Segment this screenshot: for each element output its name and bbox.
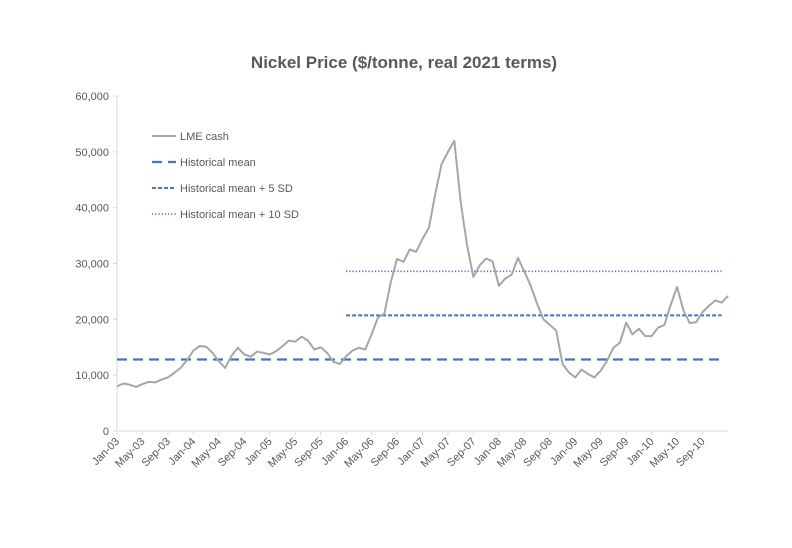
series-line-lme-cash — [116, 139, 729, 388]
x-tick-label: Sep-10 — [674, 436, 708, 470]
x-tick-label: Sep-07 — [445, 436, 479, 470]
legend-label: Historical mean + 10 SD — [180, 209, 299, 221]
y-axis-ticks: 0 10,000 20,000 30,000 40,000 50,000 60,000 — [75, 91, 117, 438]
y-tick-label: 40,000 — [75, 203, 109, 215]
y-tick-label: 0 — [103, 426, 109, 438]
y-tick-label: 50,000 — [75, 147, 109, 159]
reference-lines — [117, 270, 722, 361]
legend: LME cash Historical mean Historical mean +… — [152, 131, 299, 221]
x-axis-ticks: Jan-03May-03Sep-03Jan-04May-04Sep-04Jan-… — [90, 431, 708, 470]
y-tick-label: 20,000 — [75, 314, 109, 326]
x-tick-label: Sep-03 — [139, 436, 173, 470]
chart-title: Nickel Price ($/tonne, real 2021 terms) — [251, 53, 557, 72]
lme-cash-series — [116, 139, 729, 388]
legend-label: Historical mean — [180, 157, 256, 169]
legend-label: Historical mean + 5 SD — [180, 183, 293, 195]
x-tick-label: Sep-05 — [292, 436, 326, 470]
legend-label: LME cash — [180, 131, 229, 143]
y-tick-label: 30,000 — [75, 259, 109, 271]
x-tick-label: Sep-08 — [521, 436, 555, 470]
x-tick-label: Sep-09 — [598, 436, 632, 470]
y-tick-label: 10,000 — [75, 370, 109, 382]
x-tick-label: Sep-04 — [216, 436, 250, 470]
x-tick-label: Sep-06 — [369, 436, 403, 470]
y-tick-label: 60,000 — [75, 91, 109, 103]
